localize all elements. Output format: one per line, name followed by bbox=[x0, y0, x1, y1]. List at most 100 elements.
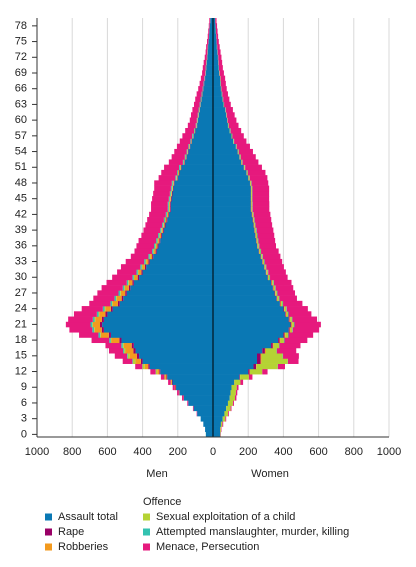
bar-men bbox=[165, 222, 213, 228]
bar-men bbox=[124, 285, 125, 291]
bar-men bbox=[202, 70, 206, 76]
y-tick-label: 0 bbox=[21, 428, 27, 440]
bar-men bbox=[186, 148, 188, 155]
bar-women bbox=[256, 363, 257, 370]
bar-women bbox=[213, 374, 240, 380]
bar-men bbox=[103, 316, 213, 323]
bar-women bbox=[235, 389, 238, 396]
bar-men bbox=[161, 169, 178, 176]
bar-women bbox=[213, 169, 247, 176]
bar-men bbox=[203, 421, 213, 427]
bar-men bbox=[159, 232, 161, 239]
y-tick-label: 54 bbox=[15, 145, 27, 157]
bar-women bbox=[217, 49, 221, 55]
bar-men bbox=[154, 248, 156, 254]
bar-women bbox=[227, 122, 229, 129]
bar-men bbox=[209, 18, 211, 24]
bar-women bbox=[213, 59, 219, 66]
bar-women bbox=[213, 91, 222, 97]
y-tick-label: 18 bbox=[15, 334, 27, 346]
bar-men bbox=[129, 353, 137, 359]
bar-men bbox=[162, 222, 164, 228]
bar-men bbox=[179, 164, 181, 171]
bar-women bbox=[284, 306, 285, 312]
bar-women bbox=[213, 421, 221, 427]
bar-men bbox=[203, 86, 213, 92]
bar-men bbox=[119, 337, 122, 344]
bar-men bbox=[154, 185, 171, 192]
bar-women bbox=[215, 18, 217, 24]
bar-women bbox=[213, 321, 291, 328]
bar-women bbox=[254, 222, 256, 228]
bar-women bbox=[273, 342, 279, 349]
bar-men bbox=[136, 243, 155, 249]
bar-women bbox=[225, 416, 227, 422]
x-tick-label: 800 bbox=[63, 446, 81, 458]
bar-women bbox=[213, 295, 277, 302]
x-tick-label: 400 bbox=[274, 446, 292, 458]
bar-women bbox=[213, 190, 251, 197]
y-tick-label: 45 bbox=[15, 193, 27, 205]
bar-men bbox=[179, 389, 213, 396]
bar-women bbox=[276, 295, 278, 302]
y-tick-label: 57 bbox=[15, 130, 27, 142]
y-tick-label: 72 bbox=[15, 51, 27, 63]
bar-women bbox=[291, 321, 293, 328]
x-tick-label: 200 bbox=[169, 446, 187, 458]
bar-women bbox=[248, 368, 250, 375]
bar-women bbox=[274, 290, 276, 296]
bar-men bbox=[176, 384, 213, 391]
bar-men bbox=[171, 379, 172, 385]
y-tick-label: 69 bbox=[15, 67, 27, 79]
bar-women bbox=[235, 143, 237, 150]
bar-women bbox=[213, 222, 254, 228]
bar-men bbox=[177, 169, 179, 176]
bar-men bbox=[148, 363, 150, 370]
bar-women bbox=[213, 248, 259, 254]
x-tick-label: 200 bbox=[239, 446, 257, 458]
bar-men bbox=[121, 337, 213, 344]
bar-men bbox=[137, 269, 139, 275]
y-tick-label: 21 bbox=[15, 318, 27, 330]
bar-men bbox=[187, 122, 196, 129]
bar-women bbox=[213, 164, 244, 171]
bar-women bbox=[292, 327, 293, 333]
bar-men bbox=[161, 232, 213, 239]
bar-men bbox=[140, 264, 142, 270]
bar-women bbox=[273, 279, 292, 286]
bar-men bbox=[135, 347, 213, 354]
bar-women bbox=[262, 253, 281, 260]
bar-men bbox=[184, 159, 213, 165]
bar-men bbox=[160, 368, 213, 375]
bar-women bbox=[213, 368, 249, 375]
bar-women bbox=[213, 206, 251, 213]
bar-men bbox=[184, 154, 186, 160]
y-tick-label: 30 bbox=[15, 271, 27, 283]
bar-men bbox=[171, 190, 172, 197]
bar-women bbox=[290, 321, 292, 328]
bar-women bbox=[257, 353, 261, 359]
bar-women bbox=[261, 353, 283, 359]
bar-men bbox=[100, 332, 101, 338]
bar-women bbox=[213, 112, 227, 118]
bar-men bbox=[128, 279, 129, 286]
bar-men bbox=[141, 232, 159, 239]
bar-women bbox=[213, 23, 216, 29]
bar-men bbox=[96, 311, 99, 317]
bar-women bbox=[240, 374, 249, 380]
bar-women bbox=[244, 164, 245, 171]
bar-men bbox=[158, 232, 160, 239]
bar-men bbox=[204, 80, 213, 87]
bar-women bbox=[213, 363, 254, 370]
bar-women bbox=[213, 232, 256, 239]
bar-women bbox=[213, 117, 228, 124]
bar-men bbox=[128, 285, 131, 291]
bar-women bbox=[213, 311, 286, 317]
bar-men bbox=[101, 316, 104, 323]
bar-women bbox=[271, 279, 273, 286]
bar-women bbox=[276, 290, 278, 296]
bar-men bbox=[170, 206, 213, 213]
bar-women bbox=[264, 347, 266, 354]
bar-men bbox=[158, 175, 176, 181]
